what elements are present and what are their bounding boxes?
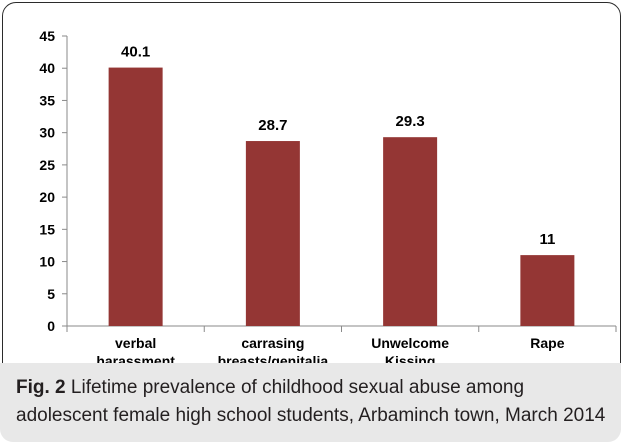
- bar: [108, 67, 163, 327]
- y-tick-label: 5: [47, 286, 55, 302]
- y-tick-label: 0: [47, 318, 55, 334]
- y-tick-label: 25: [39, 157, 55, 173]
- y-tick-label: 15: [39, 221, 55, 237]
- data-label: 29.3: [396, 113, 425, 130]
- y-tick-label: 30: [39, 125, 55, 141]
- x-tick-label: verbal: [115, 335, 156, 351]
- data-label: 40.1: [121, 44, 150, 61]
- y-tick-label: 45: [39, 28, 55, 44]
- x-tick-label: Rape: [530, 335, 564, 351]
- y-tick-label: 20: [39, 189, 55, 205]
- x-tick-label: carrasing: [241, 335, 304, 351]
- y-tick-label: 40: [39, 60, 55, 76]
- y-tick-label: 10: [39, 254, 55, 270]
- y-tick-label: 35: [39, 92, 55, 108]
- figure-caption: Fig. 2 Lifetime prevalence of childhood …: [0, 363, 621, 442]
- bar: [383, 137, 438, 326]
- caption-text: Lifetime prevalence of childhood sexual …: [16, 377, 606, 426]
- bar: [245, 141, 300, 326]
- bar: [520, 255, 575, 326]
- figure-label: Fig. 2: [16, 377, 66, 398]
- x-tick-label: Unwelcome: [371, 335, 449, 351]
- data-label: 28.7: [258, 117, 287, 134]
- data-label: 11: [539, 231, 555, 248]
